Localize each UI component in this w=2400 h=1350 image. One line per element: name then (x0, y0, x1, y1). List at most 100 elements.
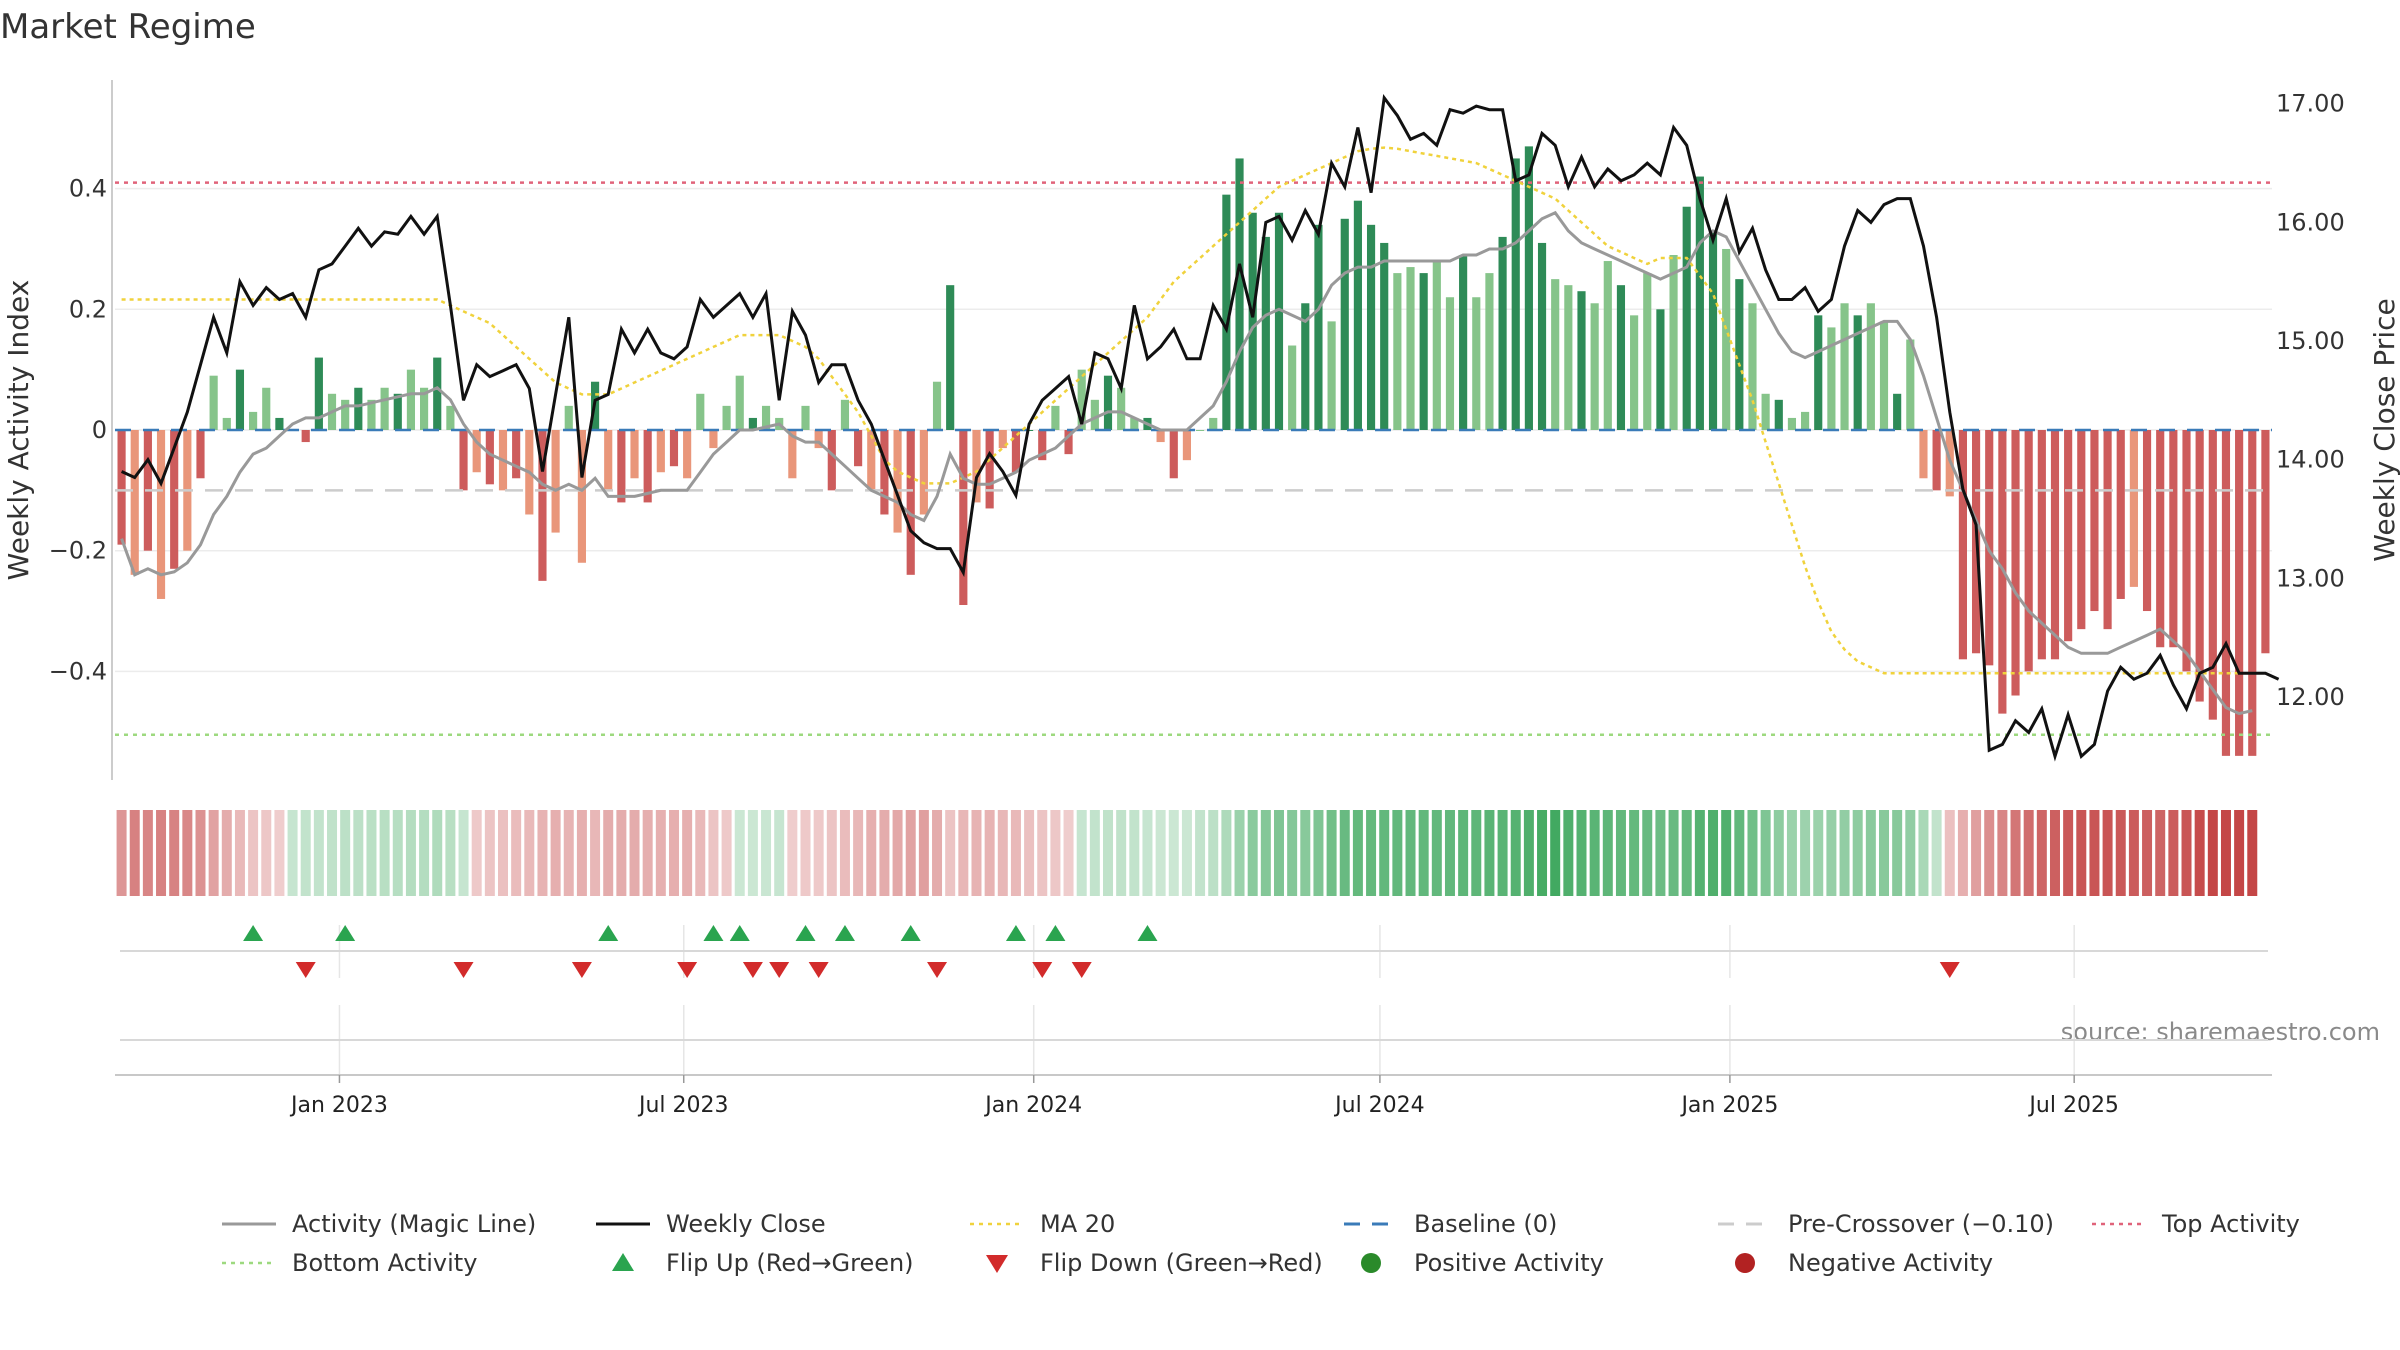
regime-strip-cell (853, 810, 864, 896)
regime-strip-cell (1721, 810, 1732, 896)
activity-bar (998, 430, 1007, 449)
activity-bar (683, 430, 692, 479)
regime-strip-cell (682, 810, 693, 896)
regime-strip-cell (116, 810, 127, 896)
regime-strip-cell (1615, 810, 1626, 896)
legend: Activity (Magic Line) Weekly Close MA 20 Ba… (222, 1210, 2300, 1277)
regime-strip-cell (497, 810, 508, 896)
regime-strip-cell (1050, 810, 1061, 896)
regime-strip-cell (1537, 810, 1548, 896)
regime-strip-cell (839, 810, 850, 896)
activity-bar (354, 387, 363, 430)
activity-bar (485, 430, 494, 485)
regime-strip-cell (1694, 810, 1705, 896)
regime-strip-cell (208, 810, 219, 896)
regime-strip-cell (1944, 810, 1955, 896)
regime-strip-cell (1747, 810, 1758, 896)
regime-strip-cell (1063, 810, 1074, 896)
regime-strip-cell (1589, 810, 1600, 896)
regime-strip-cell (1865, 810, 1876, 896)
activity-bar (170, 430, 179, 569)
activity-bar (472, 430, 481, 473)
regime-strip-cell (945, 810, 956, 896)
regime-strip (116, 810, 2258, 896)
regime-strip-cell (590, 810, 601, 896)
legend-swatch (1735, 1253, 1755, 1273)
regime-strip-cell (274, 810, 285, 896)
activity-bar (604, 430, 613, 491)
series-lines (120, 93, 2280, 762)
regime-strip-cell (2089, 810, 2100, 896)
regime-strip-cell (432, 810, 443, 896)
regime-strip-cell (905, 810, 916, 896)
flip-down-marker (1032, 962, 1053, 978)
regime-strip-cell (1247, 810, 1258, 896)
activity-bar (1222, 194, 1231, 430)
regime-strip-cell (405, 810, 416, 896)
regime-strip-cell (1024, 810, 1035, 896)
activity-bar (617, 430, 626, 503)
activity-bar (1564, 285, 1573, 430)
activity-bar (1616, 285, 1626, 430)
flip-up-marker (1005, 925, 1026, 941)
regime-strip-cell (1089, 810, 1100, 896)
activity-bar (1103, 375, 1113, 430)
activity-bar (656, 430, 665, 473)
regime-strip-cell (182, 810, 193, 896)
flip-up-marker (1045, 925, 1066, 941)
regime-strip-cell (1379, 810, 1390, 896)
y-tick-label-left: 0.2 (69, 295, 107, 323)
activity-bar (1459, 255, 1468, 430)
activity-bar (2129, 430, 2138, 587)
regime-strip-cell (2220, 810, 2231, 896)
regime-strip-cell (1971, 810, 1982, 896)
regime-strip-cell (1103, 810, 1114, 896)
legend-label: MA 20 (1040, 1210, 1115, 1238)
regime-strip-cell (984, 810, 995, 896)
activity-bar (433, 357, 442, 430)
activity-bar (1235, 158, 1244, 430)
activity-bar (262, 387, 271, 430)
activity-bar (1011, 430, 1021, 473)
regime-strip-cell (1010, 810, 1021, 896)
activity-bar (2156, 430, 2165, 648)
regime-strip-cell (1905, 810, 1916, 896)
regime-strip-cell (918, 810, 929, 896)
regime-strip-cell (866, 810, 877, 896)
activity-bar (2195, 430, 2204, 702)
activity-bar (1577, 291, 1586, 430)
activity-bar (1169, 430, 1178, 479)
activity-bar (235, 369, 245, 430)
regime-strip-cell (2010, 810, 2021, 896)
regime-strip-cell (1892, 810, 1903, 896)
activity-bar (1735, 279, 1744, 430)
activity-bar (367, 399, 376, 430)
flip-up-marker (1137, 925, 1158, 941)
activity-bar (1406, 267, 1415, 430)
activity-bar (1419, 273, 1428, 430)
legend-label: Baseline (0) (1414, 1210, 1557, 1238)
regime-strip-cell (550, 810, 561, 896)
reference-lines (115, 181, 2272, 736)
activity-bar (1288, 345, 1297, 430)
regime-strip-cell (169, 810, 180, 896)
activity-bar (1722, 248, 1731, 430)
regime-strip-cell (1221, 810, 1232, 896)
regime-strip-cell (1931, 810, 1942, 896)
activity-bar (1551, 279, 1560, 430)
activity-bar (1195, 430, 1205, 431)
y-tick-label-left: −0.4 (49, 657, 107, 685)
activity-bar (1038, 430, 1047, 461)
regime-strip-cell (774, 810, 785, 896)
activity-bar (393, 393, 402, 430)
regime-strip-cell (761, 810, 772, 896)
activity-bar (1064, 430, 1073, 455)
regime-strip-cell (2023, 810, 2034, 896)
activity-bar (380, 387, 389, 430)
activity-bar (577, 430, 586, 563)
regime-strip-cell (1366, 810, 1377, 896)
y-tick-label-left: 0.4 (69, 175, 107, 203)
regime-strip-cell (2076, 810, 2087, 896)
regime-strip-cell (629, 810, 640, 896)
